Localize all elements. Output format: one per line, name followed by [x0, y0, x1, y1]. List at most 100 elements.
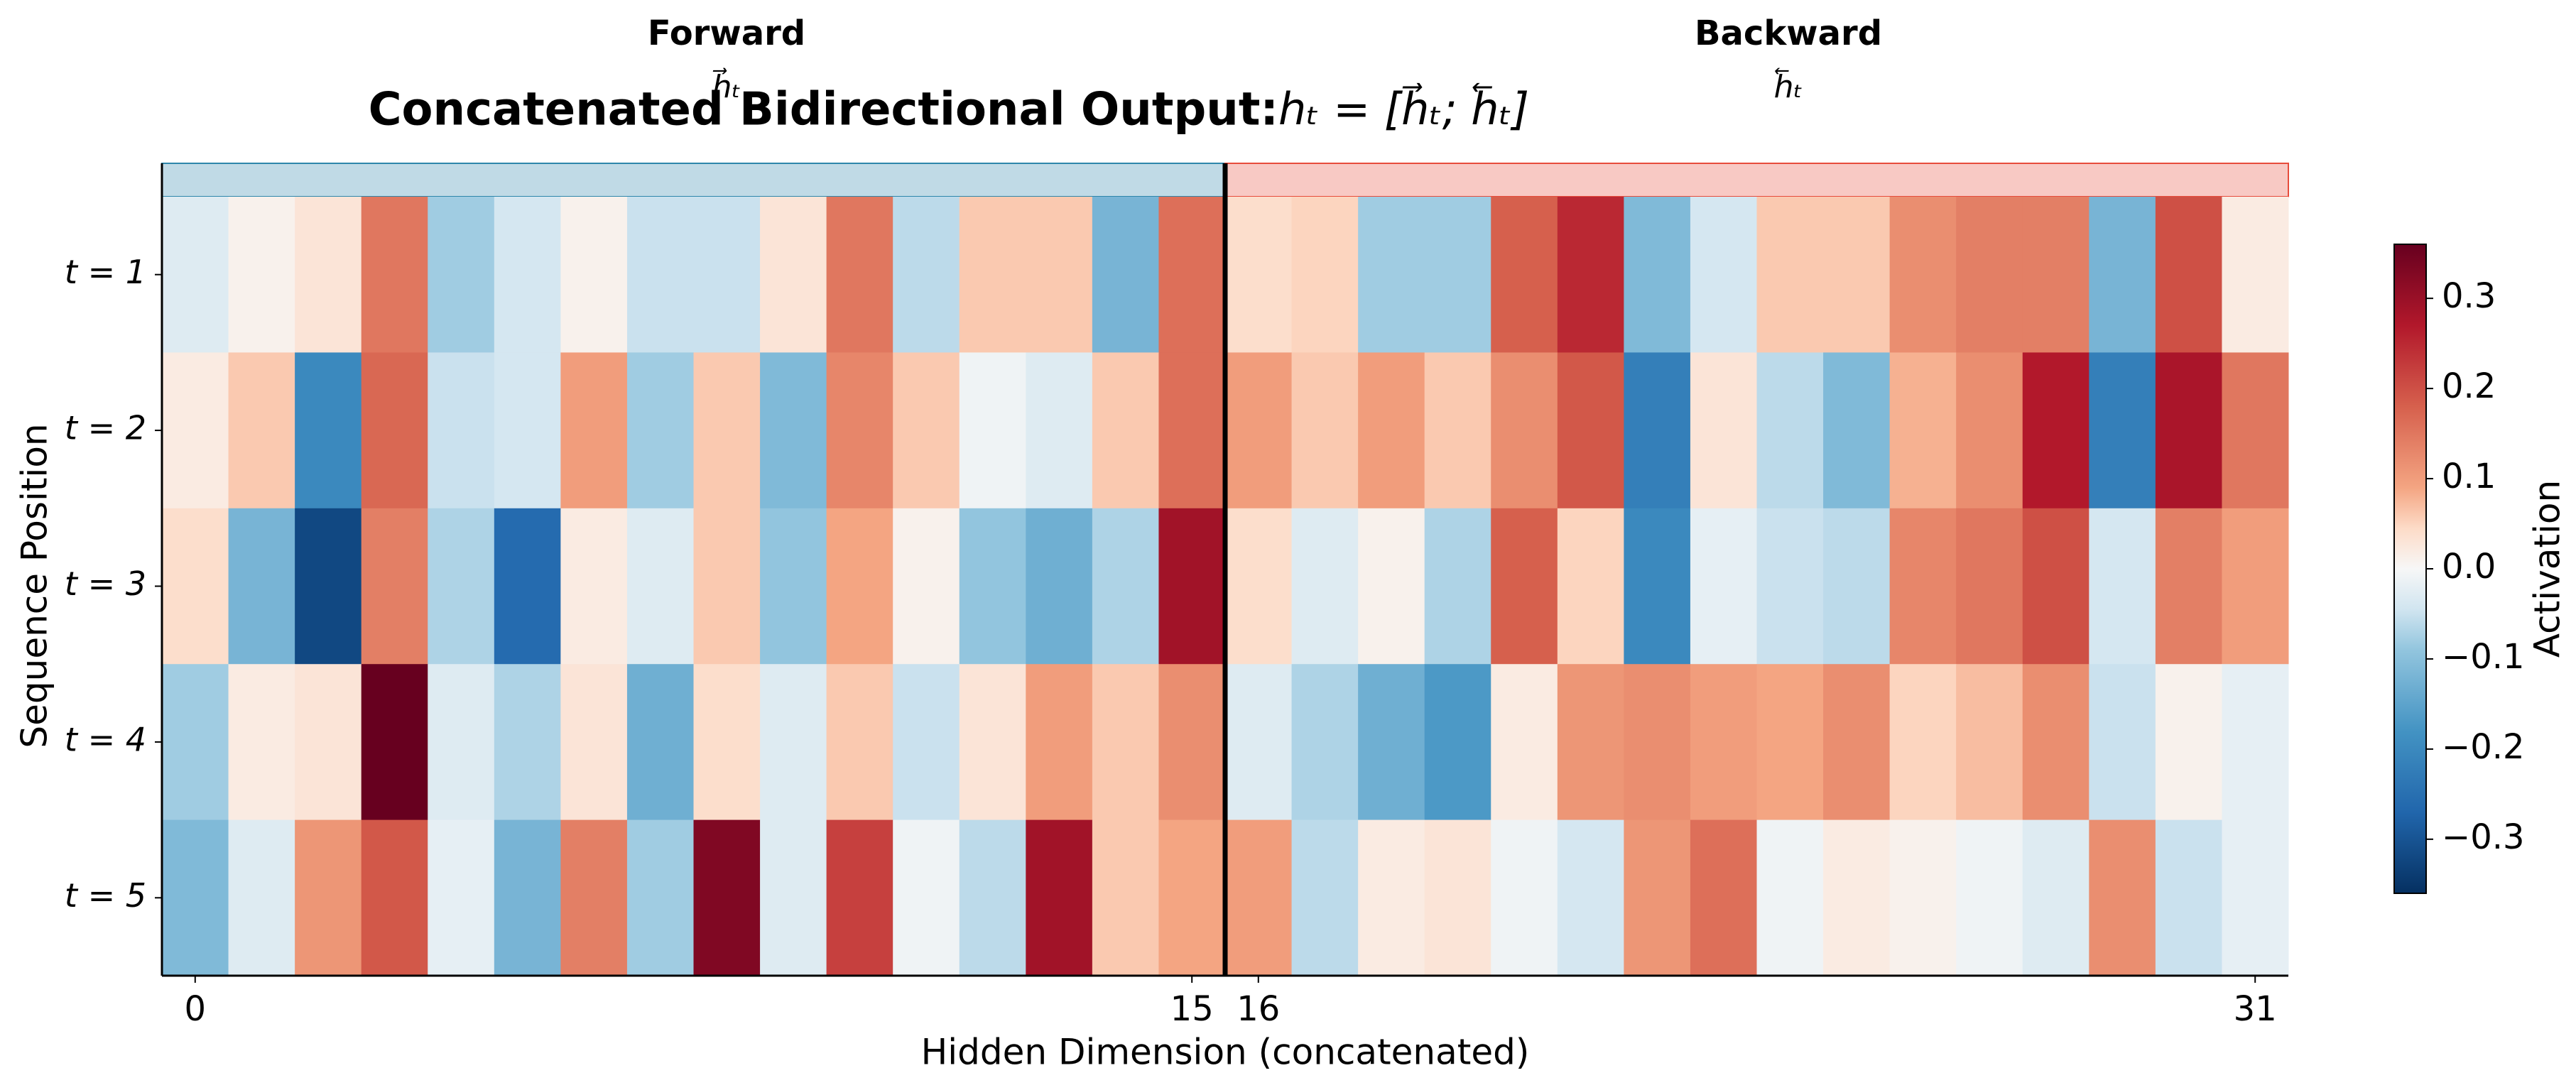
heatmap-cell	[1026, 352, 1093, 509]
heatmap-cell	[1756, 664, 1824, 821]
heatmap-cell	[1823, 352, 1891, 509]
heatmap-cell	[1956, 664, 2023, 821]
heatmap-cell	[1491, 664, 1558, 821]
heatmap-cell	[2222, 352, 2289, 509]
y-tick-label: t = 5	[65, 876, 146, 915]
colorbar-tick-label: −0.1	[2442, 637, 2525, 677]
heatmap-cell	[1158, 508, 1226, 665]
x-tick-label: 15	[1170, 989, 1214, 1029]
heatmap-cell	[1557, 664, 1624, 821]
heatmap-cell	[428, 508, 495, 665]
heatmap-cell	[760, 664, 827, 821]
heatmap-cell	[1624, 819, 1691, 976]
heatmap-cell	[1491, 508, 1558, 665]
heatmap-cell	[2222, 664, 2289, 821]
heatmap-cell	[959, 664, 1026, 821]
heatmap-cell	[2089, 664, 2156, 821]
heatmap-cell	[760, 352, 827, 509]
heatmap-cell	[1557, 197, 1624, 353]
heatmap-cell	[494, 508, 561, 665]
heatmap-cell	[1424, 819, 1491, 976]
heatmap-cell	[1491, 819, 1558, 976]
heatmap-cell	[1823, 508, 1891, 665]
colorbar	[2393, 244, 2427, 894]
heatmap-cell	[693, 664, 761, 821]
heatmap-cell	[1557, 508, 1624, 665]
x-tick-label: 31	[2234, 989, 2277, 1029]
heatmap-cell	[560, 664, 628, 821]
heatmap-cell	[1624, 664, 1691, 821]
heatmap-cell	[1823, 197, 1891, 353]
heatmap-cell	[693, 352, 761, 509]
heatmap-cell	[228, 197, 295, 353]
heatmap-cell	[893, 819, 960, 976]
heatmap-cell	[1889, 508, 1957, 665]
y-tick-label: t = 1	[65, 253, 146, 291]
heatmap-cell	[494, 664, 561, 821]
heatmap-cell	[361, 508, 428, 665]
heatmap-cell	[893, 664, 960, 821]
forward-strip	[161, 163, 1226, 197]
heatmap-cell	[228, 664, 295, 821]
heatmap-cell	[2155, 664, 2222, 821]
heatmap-cell	[826, 819, 893, 976]
heatmap-cell	[1026, 664, 1093, 821]
heatmap-cell	[1092, 664, 1159, 821]
heatmap-cell	[826, 664, 893, 821]
heatmap-cell	[2089, 197, 2156, 353]
heatmap-cell	[826, 508, 893, 665]
heatmap-cell	[959, 819, 1026, 976]
heatmap-cell	[1624, 197, 1691, 353]
chart-title: Concatenated Bidirectional Output:	[369, 84, 1278, 136]
heatmap-cell	[1424, 197, 1491, 353]
heatmap-cell	[2089, 508, 2156, 665]
y-axis-label: Sequence Position	[14, 423, 55, 748]
colorbar-tick-label: 0.0	[2442, 547, 2496, 587]
heatmap-cell	[760, 508, 827, 665]
heatmap-cell	[1158, 819, 1226, 976]
heatmap-cell	[959, 508, 1026, 665]
heatmap-cell	[162, 197, 229, 353]
heatmap-cell	[2022, 664, 2089, 821]
heatmap-cell	[2222, 197, 2289, 353]
heatmap-cell	[2155, 819, 2222, 976]
x-tick-label: 16	[1237, 989, 1280, 1029]
heatmap-cell	[162, 664, 229, 821]
heatmap-cell	[1557, 352, 1624, 509]
heatmap-cell	[1291, 197, 1359, 353]
heatmap-cell	[1690, 508, 1757, 665]
colorbar-tick-label: 0.1	[2442, 457, 2496, 496]
heatmap-cell	[295, 508, 362, 665]
title-formula: hₜ = [h⃗ₜ; h⃖ₜ]	[1278, 83, 1529, 135]
heatmap-cell	[1756, 352, 1824, 509]
heatmap-cell	[361, 664, 428, 821]
heatmap-cell	[560, 508, 628, 665]
heatmap-cell	[2022, 819, 2089, 976]
heatmap-cell	[295, 664, 362, 821]
heatmap-cell	[2089, 352, 2156, 509]
heatmap-cell	[1889, 352, 1957, 509]
heatmap-cell	[1225, 352, 1293, 509]
heatmap-cell	[1158, 197, 1226, 353]
heatmap-cell	[1291, 664, 1359, 821]
heatmap-cell	[693, 508, 761, 665]
y-tick-label: t = 2	[65, 409, 146, 447]
x-tick-label: 0	[185, 989, 207, 1029]
colorbar-tick-label: 0.2	[2442, 366, 2496, 406]
heatmap-cell	[361, 197, 428, 353]
heatmap-cell	[295, 819, 362, 976]
heatmap-cell	[959, 197, 1026, 353]
heatmap-cell	[1158, 352, 1226, 509]
heatmap-cell	[1690, 352, 1757, 509]
heatmap-cell	[826, 352, 893, 509]
heatmap-cell	[1756, 819, 1824, 976]
heatmap-cell	[1424, 352, 1491, 509]
heatmap-cell	[1956, 352, 2023, 509]
heatmap-cell	[1624, 508, 1691, 665]
heatmap-cell	[228, 508, 295, 665]
heatmap-cell	[1889, 197, 1957, 353]
heatmap-cell	[428, 352, 495, 509]
heatmap-cell	[1424, 664, 1491, 821]
heatmap-cell	[494, 819, 561, 976]
